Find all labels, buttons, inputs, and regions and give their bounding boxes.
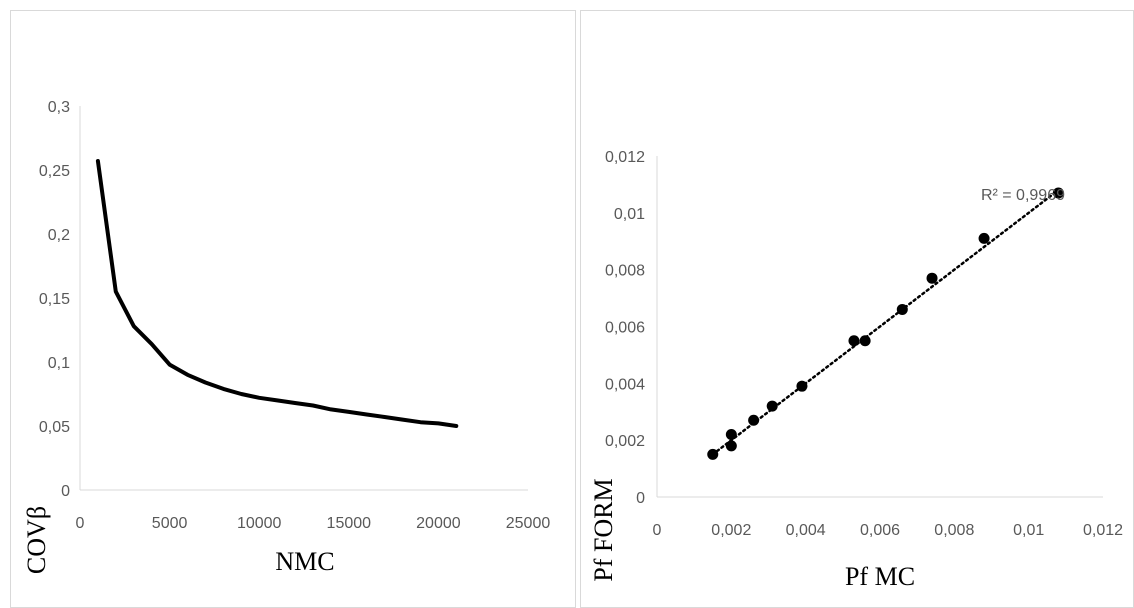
x-tick-label: 0,002 — [711, 522, 751, 539]
chart-panel-right — [580, 10, 1134, 608]
x-tick-label: 10000 — [237, 515, 282, 532]
y-tick-label: 0,15 — [39, 291, 70, 308]
data-point — [748, 414, 760, 426]
y-tick-label: 0,008 — [605, 263, 645, 280]
y-tick-label: 0 — [61, 483, 70, 500]
data-point — [725, 440, 737, 452]
covbeta-line-chart: 0 0,05 0,1 0,15 0,2 0,25 0,3 0 5000 10000 15000 200… — [22, 99, 550, 576]
x-tick-label: 25000 — [506, 515, 551, 532]
y-tick-label: 0,01 — [614, 206, 645, 223]
r-squared-annotation: R² = 0,9969 — [981, 187, 1065, 204]
x-axis-title: Pf MC — [845, 562, 915, 591]
series-line — [95, 159, 459, 428]
pf-scatter-chart: 0 0,002 0,004 0,006 0,008 0,01 0,012 0 0,002 0,00… — [589, 149, 1123, 591]
data-point — [796, 380, 808, 392]
data-point — [978, 232, 990, 244]
x-tick-label: 0 — [76, 515, 85, 532]
x-tick-label: 0,006 — [860, 522, 900, 539]
trendline — [711, 188, 1060, 456]
data-point — [859, 335, 871, 347]
x-tick-label: 20000 — [416, 515, 461, 532]
y-axis-title: COVβ — [22, 506, 51, 574]
x-tick-label: 5000 — [152, 515, 188, 532]
y-tick-label: 0,25 — [39, 163, 70, 180]
data-point — [707, 448, 719, 460]
y-axis-title: Pf FORM — [589, 478, 618, 581]
data-point — [1052, 187, 1064, 199]
y-tick-label: 0,004 — [605, 376, 645, 393]
data-point — [766, 400, 778, 412]
y-tick-label: 0 — [636, 490, 645, 507]
chart-panel-left — [10, 10, 576, 608]
y-tick-label: 0,1 — [48, 355, 70, 372]
data-point — [896, 303, 908, 315]
x-tick-label: 0,012 — [1083, 522, 1123, 539]
y-tick-label: 0,012 — [605, 149, 645, 166]
y-tick-label: 0,3 — [48, 99, 70, 116]
data-point — [848, 335, 860, 347]
x-tick-label: 0,004 — [786, 522, 826, 539]
y-tick-label: 0,006 — [605, 320, 645, 337]
x-tick-label: 0,01 — [1013, 522, 1044, 539]
x-axis-title: NMC — [275, 547, 334, 576]
y-tick-label: 0,05 — [39, 419, 70, 436]
x-tick-label: 0,008 — [934, 522, 974, 539]
y-tick-label: 0,2 — [48, 227, 70, 244]
data-point — [725, 428, 737, 440]
y-tick-label: 0,002 — [605, 433, 645, 450]
data-point — [926, 272, 938, 284]
x-tick-label: 0 — [653, 522, 662, 539]
x-tick-label: 15000 — [327, 515, 372, 532]
